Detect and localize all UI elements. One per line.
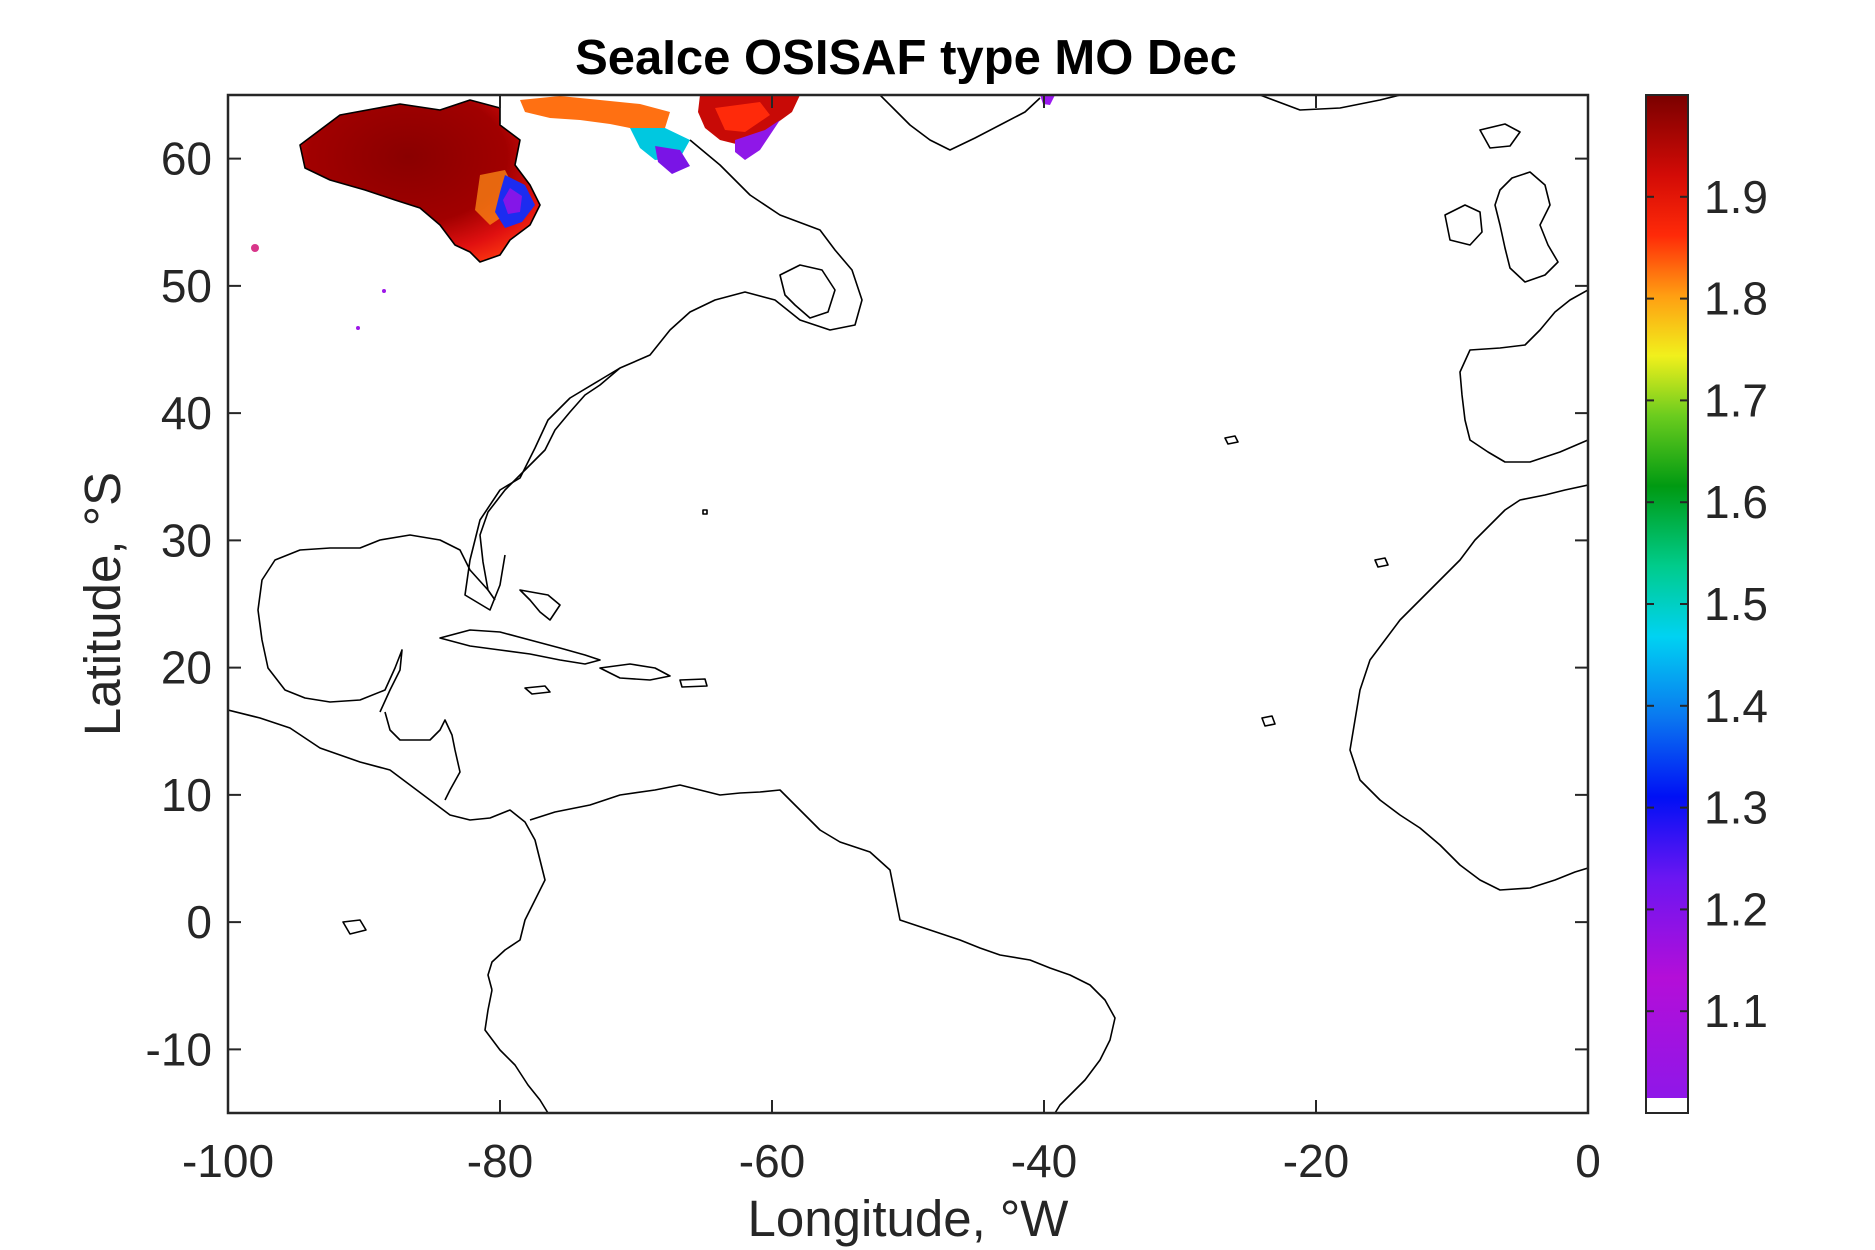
ice-speck-2 xyxy=(382,289,386,293)
y-tick-label: 40 xyxy=(161,387,212,439)
coast-jamaica xyxy=(524,685,551,695)
y-tick-label: 0 xyxy=(186,896,212,948)
ice-speck-1 xyxy=(251,244,259,252)
coast-gulf-of-mexico xyxy=(257,534,489,713)
colorbar-gradient xyxy=(1646,95,1688,1098)
y-tick-label: 10 xyxy=(161,769,212,821)
chart-title: SeaIce OSISAF type MO Dec xyxy=(575,31,1237,85)
y-axis: -10 0 10 20 30 40 50 60 xyxy=(146,133,1588,1075)
colorbar-ticks: 1.1 1.2 1.3 1.4 1.5 1.6 1.7 1.8 1.9 xyxy=(1646,171,1768,1037)
x-tick-label: 0 xyxy=(1575,1135,1601,1187)
colorbar-tick-label: 1.9 xyxy=(1704,171,1768,223)
ice-region-ungava xyxy=(655,146,690,174)
y-axis-label: Latitude, °S xyxy=(74,472,131,736)
coast-british-isles xyxy=(1494,171,1559,283)
x-axis: -100 -80 -60 -40 -20 0 xyxy=(182,95,1601,1187)
coast-ireland xyxy=(1444,204,1483,246)
colorbar: 1.1 1.2 1.3 1.4 1.5 1.6 1.7 1.8 1.9 xyxy=(1645,94,1768,1114)
coast-puerto-rico xyxy=(679,678,708,688)
coast-greenland-east xyxy=(1259,95,1401,111)
ice-region-hudson-bay xyxy=(300,100,540,262)
x-tick-label: -60 xyxy=(739,1135,805,1187)
coast-iceland xyxy=(1479,123,1521,149)
plot-area xyxy=(226,93,1590,1115)
coast-us-east xyxy=(479,367,621,601)
coast-hispaniola xyxy=(599,663,671,681)
coast-northeast-america xyxy=(464,139,863,611)
coast-hudson-bay xyxy=(299,99,541,263)
x-axis-label: Longitude, °W xyxy=(748,1190,1069,1247)
coastlines xyxy=(228,95,1588,1113)
x-tick-label: -100 xyxy=(182,1135,274,1187)
y-tick-label: -10 xyxy=(146,1023,212,1075)
colorbar-below-range xyxy=(1646,1098,1688,1113)
colorbar-tick-label: 1.2 xyxy=(1704,883,1768,935)
coast-iberia xyxy=(1459,289,1588,463)
x-tick-label: -80 xyxy=(467,1135,533,1187)
coast-south-america-west xyxy=(484,989,549,1113)
ice-speck-3 xyxy=(356,326,360,330)
coast-central-america xyxy=(228,709,546,991)
colorbar-tick-label: 1.8 xyxy=(1704,273,1768,325)
ice-region-labrador-core xyxy=(715,102,770,132)
coast-south-america xyxy=(529,784,1116,1113)
plot-background xyxy=(228,95,1588,1113)
ice-region-labrador xyxy=(735,120,780,160)
y-tick-label: 60 xyxy=(161,133,212,185)
x-tick-label: -40 xyxy=(1011,1135,1077,1187)
colorbar-tick-label: 1.1 xyxy=(1704,985,1768,1037)
coast-cape-verde xyxy=(1261,715,1276,727)
colorbar-tick-label: 1.4 xyxy=(1704,680,1768,732)
colorbar-tick-label: 1.5 xyxy=(1704,578,1768,630)
colorbar-tick-label: 1.6 xyxy=(1704,476,1768,528)
sea-ice-field xyxy=(251,95,1055,330)
ice-region-hudson-bay-east-inner xyxy=(503,188,522,214)
y-tick-label: 30 xyxy=(161,514,212,566)
coast-bahamas xyxy=(519,589,561,621)
coast-newfoundland xyxy=(779,264,836,319)
coast-galapagos xyxy=(342,919,367,935)
y-tick-label: 50 xyxy=(161,260,212,312)
coast-yucatan xyxy=(384,711,461,801)
colorbar-tick-label: 1.7 xyxy=(1704,374,1768,426)
coast-west-africa xyxy=(1349,484,1588,891)
coast-canaries xyxy=(1374,557,1389,568)
plot-frame xyxy=(226,93,1590,1115)
x-tick-label: -20 xyxy=(1283,1135,1349,1187)
ice-region-hudson-strait xyxy=(520,96,670,130)
coast-cuba xyxy=(439,629,601,665)
y-tick-label: 20 xyxy=(161,642,212,694)
coast-greenland xyxy=(879,95,1041,151)
coast-azores xyxy=(1224,435,1239,445)
colorbar-tick-label: 1.3 xyxy=(1704,782,1768,834)
coast-bermuda xyxy=(702,509,708,515)
